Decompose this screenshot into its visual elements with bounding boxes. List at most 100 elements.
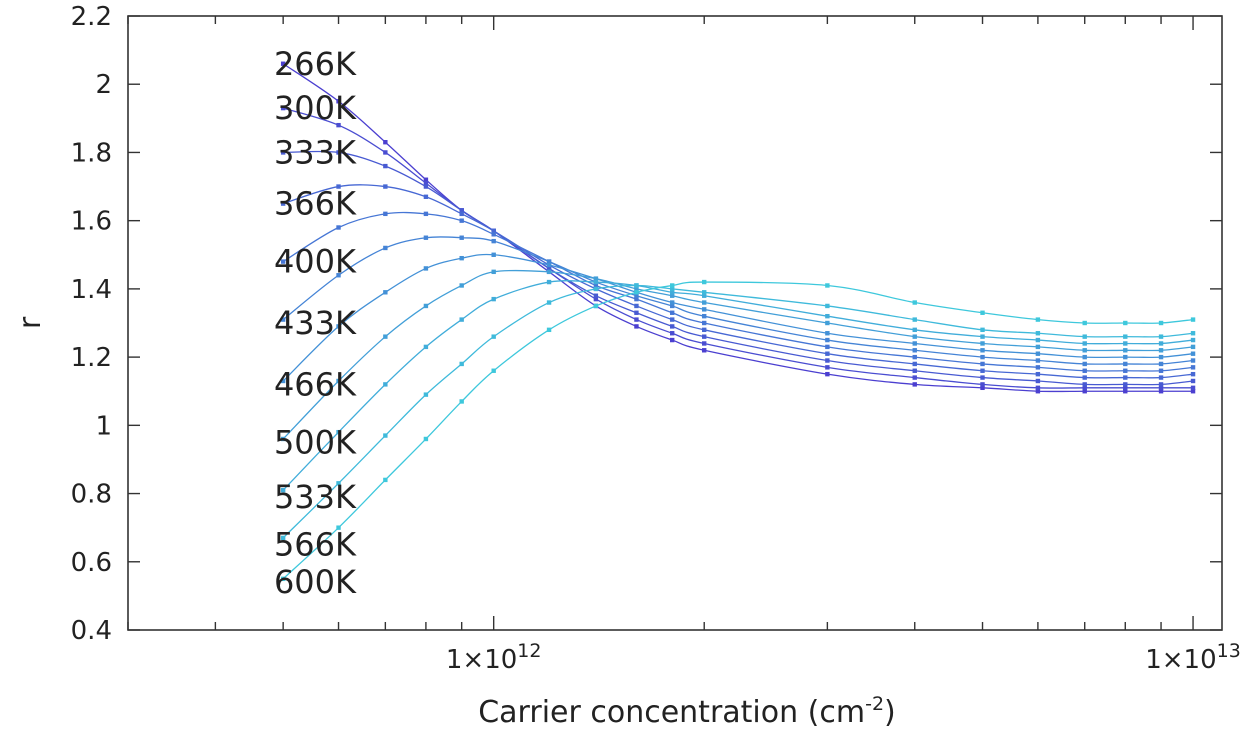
data-point: [1190, 344, 1196, 350]
x-axis-title-main: Carrier concentration (cm: [478, 695, 865, 730]
series-label: 333K: [274, 133, 357, 171]
data-point: [912, 341, 917, 346]
data-point: [634, 310, 639, 315]
data-point: [634, 293, 639, 298]
y-tick-label: 0.4: [71, 616, 112, 646]
x-axis-title: Carrier concentration (cm-2): [478, 693, 896, 730]
data-point: [1190, 317, 1196, 322]
data-point: [1190, 389, 1196, 394]
data-point: [336, 324, 341, 329]
data-point: [423, 235, 429, 240]
data-point: [702, 313, 707, 319]
data-point: [1158, 348, 1164, 353]
data-point: [280, 535, 286, 541]
data-point: [912, 317, 917, 322]
data-point: [423, 211, 429, 217]
data-point: [383, 211, 388, 217]
data-point: [980, 341, 985, 346]
data-point: [336, 99, 341, 104]
series-line: [282, 107, 1194, 389]
series-label: 500K: [274, 423, 357, 461]
series-600K: [280, 279, 1196, 582]
data-point: [1035, 378, 1041, 384]
data-point: [980, 327, 985, 333]
series-line: [282, 211, 1194, 372]
data-point: [670, 324, 675, 329]
data-point: [1158, 334, 1164, 339]
y-tick-label: 1.4: [71, 275, 112, 305]
data-point: [980, 310, 985, 315]
data-point: [1158, 320, 1164, 326]
data-point: [670, 331, 675, 336]
y-tick-label: 0.8: [71, 480, 112, 510]
data-point: [383, 184, 388, 189]
y-tick-label: 2: [95, 70, 112, 100]
series-label: 400K: [274, 243, 357, 281]
data-point: [459, 399, 464, 404]
data-point: [593, 293, 599, 298]
data-point: [1082, 375, 1087, 380]
data-point: [336, 150, 341, 155]
data-point: [1158, 354, 1164, 360]
data-point: [1158, 368, 1164, 373]
data-point: [912, 300, 917, 305]
data-point: [980, 382, 985, 387]
data-point: [1082, 354, 1087, 360]
data-point: [383, 245, 388, 251]
data-point: [423, 180, 429, 186]
series-label: 300K: [274, 89, 357, 127]
data-point: [702, 290, 707, 295]
data-point: [825, 351, 830, 356]
data-point: [383, 477, 388, 483]
x-tick-label: 1×1013: [1145, 640, 1241, 675]
data-point: [336, 122, 341, 128]
data-point: [670, 300, 675, 305]
data-point: [634, 303, 639, 309]
series-label: 466K: [274, 365, 357, 403]
data-point: [459, 255, 464, 261]
series-line: [282, 281, 1194, 580]
data-point: [280, 201, 286, 206]
data-point: [702, 279, 707, 285]
data-point: [383, 382, 388, 387]
data-point: [423, 344, 429, 350]
data-point: [702, 300, 707, 305]
x-tick-label: 1×1012: [446, 640, 542, 675]
series-label: 266K: [274, 45, 357, 83]
data-point: [491, 296, 496, 302]
data-point: [912, 354, 917, 360]
data-point: [336, 184, 341, 189]
data-point: [423, 266, 429, 271]
data-point: [423, 177, 429, 182]
data-point: [280, 61, 286, 66]
data-point: [1082, 341, 1087, 346]
data-point: [1123, 361, 1128, 367]
x-tick-label-exp: 12: [517, 640, 541, 662]
data-point: [634, 283, 639, 288]
y-tick-label: 1.2: [71, 343, 112, 373]
data-point: [1035, 351, 1041, 356]
data-point: [423, 184, 429, 189]
data-point: [1190, 371, 1196, 377]
data-point: [546, 266, 552, 271]
data-point: [336, 525, 341, 530]
data-point: [980, 354, 985, 360]
x-tick-label-base: 1×10: [446, 645, 517, 675]
data-point: [634, 317, 639, 322]
data-point: [980, 385, 985, 391]
data-point: [546, 300, 552, 305]
data-point: [423, 392, 429, 397]
data-point: [1123, 354, 1128, 360]
data-point: [670, 337, 675, 343]
data-point: [825, 320, 830, 326]
data-point: [336, 273, 341, 278]
data-point: [280, 378, 286, 384]
data-point: [980, 375, 985, 380]
data-point: [383, 150, 388, 155]
data-point: [336, 429, 341, 435]
data-point: [1035, 358, 1041, 363]
data-point: [383, 140, 388, 145]
data-point: [1082, 368, 1087, 373]
data-point: [1035, 385, 1041, 391]
data-point: [1035, 344, 1041, 350]
